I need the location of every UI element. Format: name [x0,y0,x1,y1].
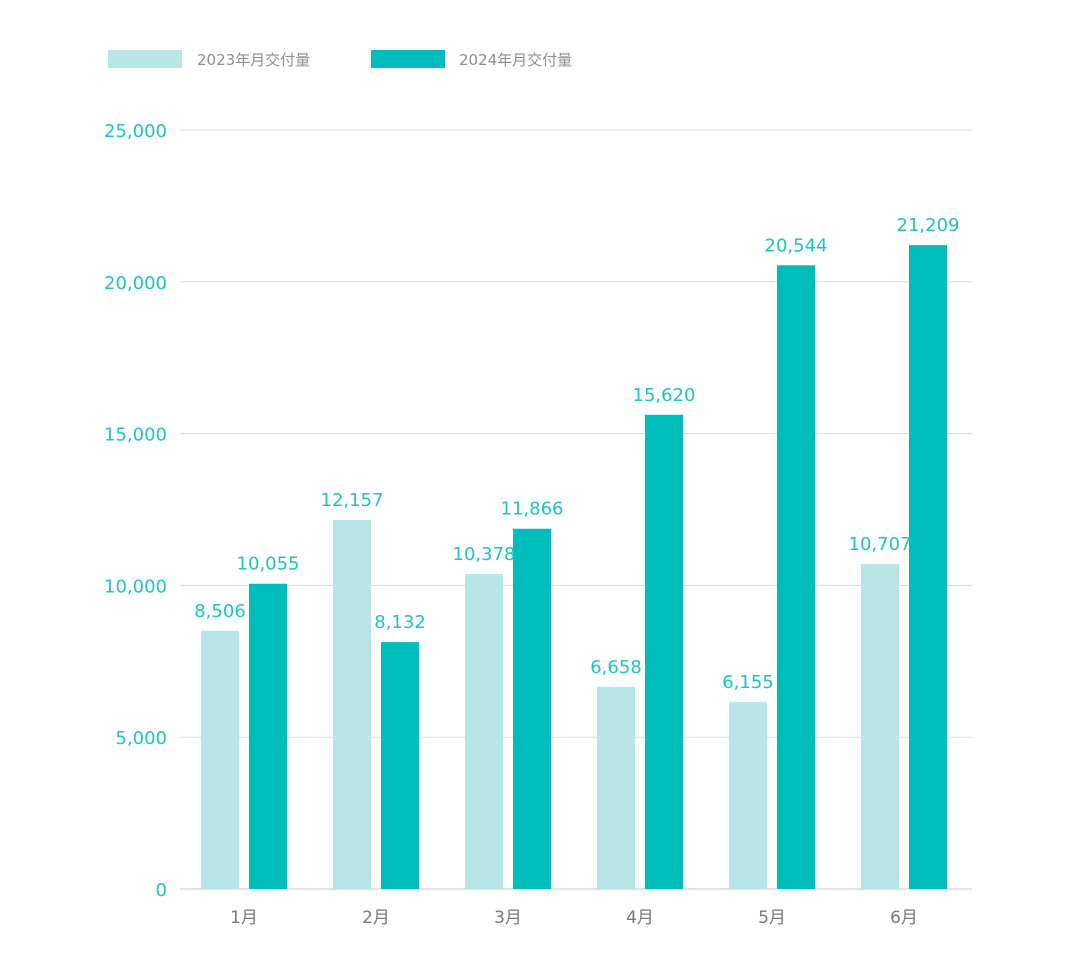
bar-2024-5 [777,265,815,889]
data-label-2024-6: 21,209 [897,215,960,236]
legend-label-2023: 2023年月交付量 [197,51,310,69]
bar-2024-6 [909,245,947,890]
x-tick-label: 5月 [758,908,786,928]
x-tick-label: 2月 [362,908,390,928]
data-labels: 8,506 10,055 12,157 8,132 10,378 11,866 6,658 1… [194,215,959,693]
x-tick-label: 4月 [626,908,654,928]
bar-2023-5 [729,702,767,889]
legend: 2023年月交付量 2024年月交付量 [108,50,572,69]
x-tick-label: 3月 [494,908,522,928]
legend-swatch-2024 [371,50,445,68]
bar-2023-3 [465,573,503,889]
y-axis: 0 5,000 10,000 15,000 20,000 25,000 [104,121,167,901]
data-label-2023-1: 8,506 [194,601,246,622]
x-tick-label: 1月 [230,908,258,928]
x-axis: 1月 2月 3月 4月 5月 6月 [230,908,918,928]
y-tick-label: 5,000 [115,728,167,749]
gridlines [180,129,972,890]
y-tick-label: 15,000 [104,425,167,446]
bar-2023-1 [201,630,239,889]
y-tick-label: 10,000 [104,576,167,597]
data-label-2023-5: 6,155 [722,672,774,693]
bar-2024-1 [249,583,287,889]
data-label-2023-6: 10,707 [849,534,912,555]
y-tick-label: 0 [156,880,167,901]
legend-label-2024: 2024年月交付量 [459,51,572,69]
data-label-2024-5: 20,544 [765,235,828,256]
bar-2024-2 [381,642,419,889]
data-label-2023-4: 6,658 [590,657,642,678]
y-tick-label: 20,000 [104,273,167,294]
data-label-2024-4: 15,620 [633,385,696,406]
data-label-2023-3: 10,378 [453,544,516,565]
legend-swatch-2023 [108,50,182,68]
bar-2024-3 [513,528,551,889]
x-tick-label: 6月 [890,908,918,928]
bars [201,245,947,890]
bar-2023-4 [597,686,635,889]
data-label-2024-3: 11,866 [501,499,564,520]
data-label-2024-2: 8,132 [374,612,426,633]
data-label-2023-2: 12,157 [321,490,384,511]
data-label-2024-1: 10,055 [237,554,300,575]
bar-2023-6 [861,563,899,889]
bar-2024-4 [645,414,683,889]
bar-2023-2 [333,519,371,889]
y-tick-label: 25,000 [104,121,167,142]
